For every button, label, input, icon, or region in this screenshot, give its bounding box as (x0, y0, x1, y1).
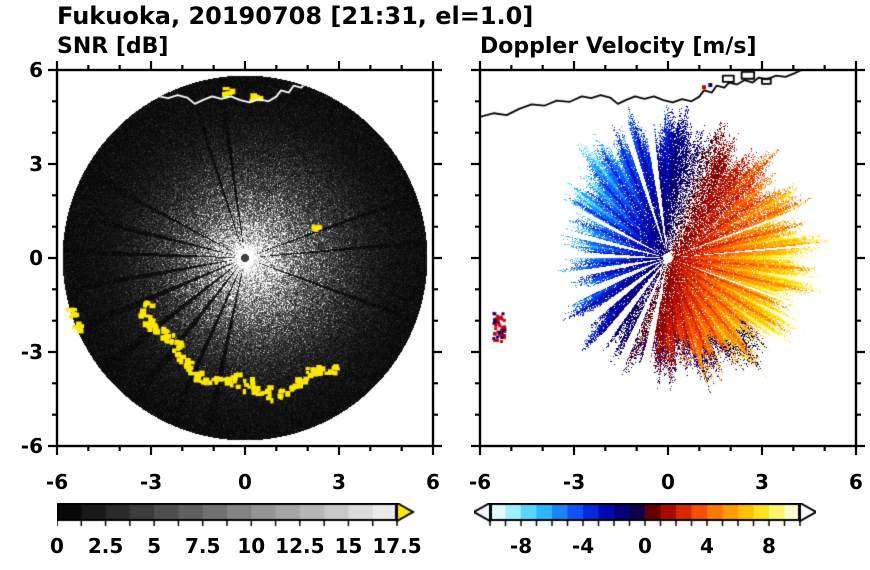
y-tick-label: -3 (20, 340, 43, 364)
snr-colorbar-label: 12.5 (275, 534, 325, 558)
snr-colorbar-label: 15 (334, 534, 363, 558)
x-tick-label: -6 (468, 470, 492, 494)
y-tick-label: -6 (20, 434, 43, 458)
velocity-colorbar-label: -8 (509, 534, 533, 558)
snr-colorbar-label: 5 (147, 534, 162, 558)
figure-title: Fukuoka, 20190708 [21:31, el=1.0] (57, 2, 534, 30)
y-tick-label: 6 (29, 58, 43, 82)
snr-colorbar-label: 10 (237, 534, 266, 558)
snr-colorbar: 0 2.5 5 7.5 10 12.5 15 17.5 (50, 503, 422, 558)
velocity-radar-image (480, 70, 856, 446)
snr-colorbar-label: 7.5 (184, 534, 221, 558)
x-tick-label: 3 (755, 470, 769, 494)
x-tick-label: -6 (45, 470, 69, 494)
snr-plot: -6 -3 0 3 6 6 3 0 -3 -6 (21, 58, 442, 494)
x-tick-label: 0 (661, 470, 675, 494)
x-tick-label: 6 (849, 470, 863, 494)
snr-colorbar-scale (57, 503, 417, 527)
snr-colorbar-label: 17.5 (372, 534, 422, 558)
x-tick-label: 6 (426, 470, 440, 494)
y-tick-label: 0 (29, 246, 43, 270)
velocity-colorbar-label: 8 (762, 534, 776, 558)
velocity-panel-title: Doppler Velocity [m/s] (480, 34, 757, 59)
velocity-colorbar-label: 4 (700, 534, 714, 558)
snr-colorbar-label: 2.5 (87, 534, 124, 558)
velocity-plot: -6 -3 0 3 6 (469, 61, 865, 494)
x-tick-label: -3 (139, 470, 163, 494)
velocity-colorbar: -8 -4 0 4 8 (474, 503, 816, 558)
snr-panel-title: SNR [dB] (57, 34, 169, 59)
velocity-colorbar-label: 0 (638, 534, 652, 558)
snr-radar-image (57, 70, 433, 446)
velocity-colorbar-scale (474, 503, 816, 527)
velocity-colorbar-label: -4 (571, 534, 595, 558)
x-tick-label: 0 (238, 470, 252, 494)
x-tick-label: -3 (562, 470, 586, 494)
y-tick-label: 3 (29, 152, 43, 176)
snr-colorbar-label: 0 (50, 534, 64, 558)
x-tick-label: 3 (332, 470, 346, 494)
